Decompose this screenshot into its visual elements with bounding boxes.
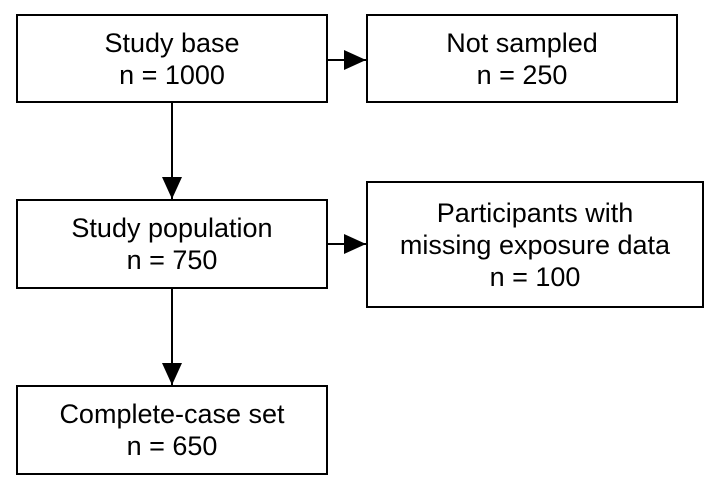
study-population-box: Study population n = 750 [16,199,328,289]
complete-case-box: Complete-case set n = 650 [16,385,328,475]
study-base-box: Study base n = 1000 [16,14,328,103]
study-population-count: n = 750 [126,245,218,275]
complete-case-count: n = 650 [126,431,218,461]
study-base-count: n = 1000 [119,59,225,90]
missing-exposure-line2: missing exposure data [399,229,671,260]
missing-exposure-count: n = 100 [489,261,581,292]
complete-case-title: Complete-case set [59,399,285,429]
not-sampled-box: Not sampled n = 250 [366,14,678,103]
study-population-title: Study population [71,213,273,243]
missing-exposure-line1: Participants with [436,197,634,228]
not-sampled-count: n = 250 [476,59,568,90]
missing-exposure-box: Participants with missing exposure data … [366,181,704,308]
not-sampled-title: Not sampled [446,27,598,58]
study-base-title: Study base [104,27,240,58]
